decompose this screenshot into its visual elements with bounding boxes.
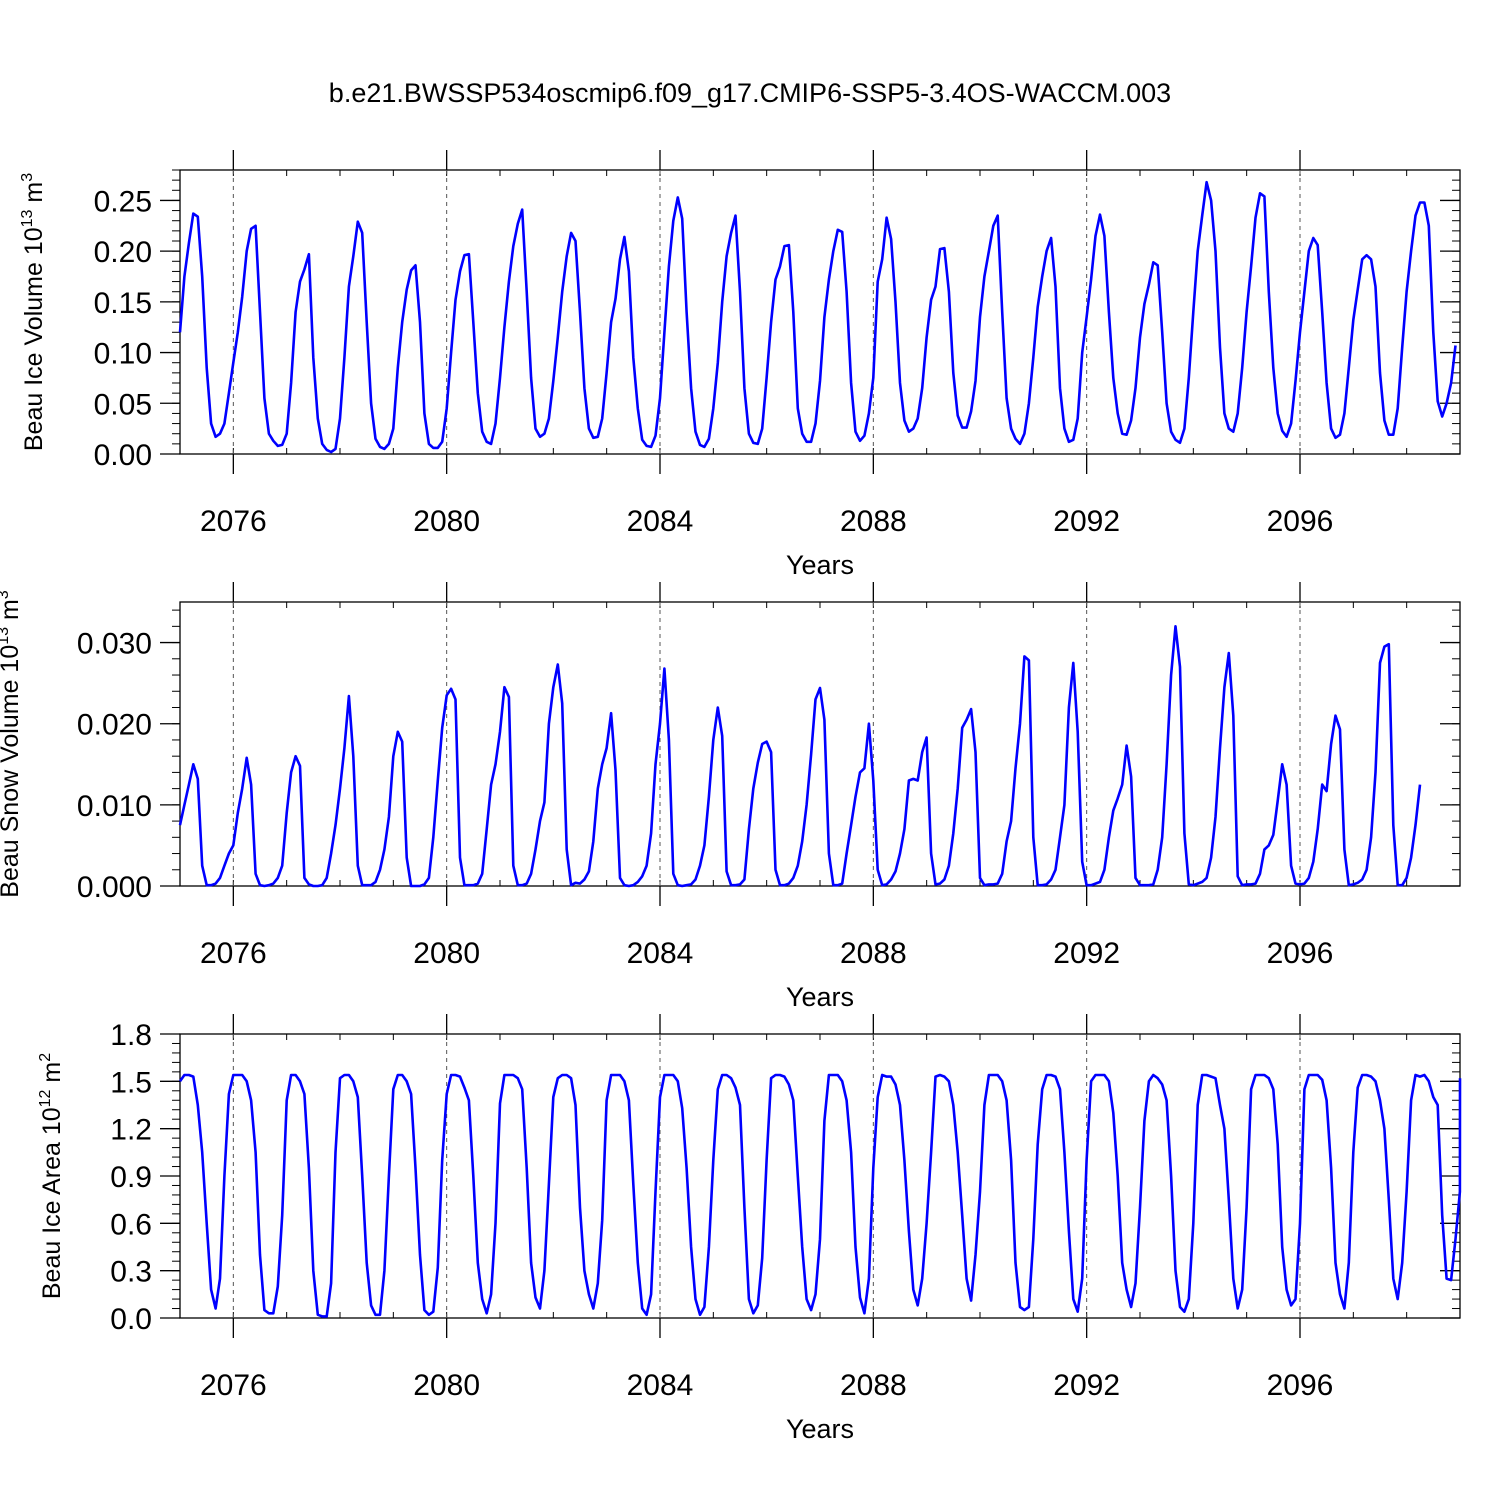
- series-line: [178, 180, 1457, 454]
- y-tick-label: 0.0: [110, 1303, 152, 1336]
- x-tick-label: 2080: [413, 937, 480, 970]
- y-tick-label: 0.10: [94, 338, 152, 371]
- y-tick-label: 1.2: [110, 1114, 152, 1147]
- y-tick-label: 0.05: [94, 388, 152, 421]
- x-tick-label: 2076: [200, 937, 267, 970]
- y-tick-label: 0.15: [94, 287, 152, 320]
- y-axis-label: Beau Ice Volume 1013 m3: [19, 173, 48, 451]
- x-tick-label: 2096: [1267, 937, 1334, 970]
- panel-ice-area: 2076 2080 2084 2088 2092 2096 Years 0.0 0.3 0.6 0.…: [37, 1014, 1462, 1444]
- x-tick-label: 2092: [1053, 1369, 1120, 1402]
- y-tick-label: 0.030: [77, 628, 152, 661]
- x-tick-label: 2076: [200, 505, 267, 538]
- x-tick-label: 2096: [1267, 505, 1334, 538]
- y-tick-label: 0.010: [77, 790, 152, 823]
- y-tick-label: 0.20: [94, 236, 152, 269]
- x-tick-label: 2084: [627, 505, 694, 538]
- x-tick-label: 2088: [840, 505, 907, 538]
- y-tick-label: 0.00: [94, 439, 152, 472]
- x-axis-label: Years: [786, 1414, 854, 1444]
- y-tick-label: 0.9: [110, 1161, 152, 1194]
- panel-ice-volume: 2076 2080 2084 2088 2092 2096 Years 0.00 0.05 0.1…: [19, 150, 1461, 580]
- y-axis-label: Beau Ice Area 1012 m2: [37, 1053, 66, 1299]
- y-tick-label: 0.25: [94, 185, 152, 218]
- y-tick-label: 0.3: [110, 1256, 152, 1289]
- x-tick-label: 2092: [1053, 937, 1120, 970]
- x-tick-label: 2096: [1267, 1369, 1334, 1402]
- y-tick-label: 1.8: [110, 1019, 152, 1052]
- y-tick-label: 1.5: [110, 1066, 152, 1099]
- x-tick-label: 2076: [200, 1369, 267, 1402]
- y-tick-label: 0.6: [110, 1208, 152, 1241]
- x-tick-label: 2088: [840, 1369, 907, 1402]
- x-tick-label: 2084: [627, 1369, 694, 1402]
- x-tick-label: 2092: [1053, 505, 1120, 538]
- series-line: [178, 1073, 1462, 1318]
- panel-snow-volume: 2076 2080 2084 2088 2092 2096 Years 0.000 0.010 0…: [0, 582, 1461, 1012]
- y-tick-label: 0.000: [77, 871, 152, 904]
- series-line: [178, 624, 1422, 888]
- x-tick-label: 2088: [840, 937, 907, 970]
- x-tick-label: 2080: [413, 1369, 480, 1402]
- y-axis-label: Beau Snow Volume 1013 m3: [0, 590, 24, 898]
- plot-frame: [179, 601, 1461, 887]
- x-tick-label: 2080: [413, 505, 480, 538]
- x-tick-label: 2084: [627, 937, 694, 970]
- page-title: b.e21.BWSSP534oscmip6.f09_g17.CMIP6-SSP5…: [328, 78, 1172, 108]
- x-axis-label: Years: [786, 550, 854, 580]
- y-tick-label: 0.020: [77, 709, 152, 742]
- x-axis-label: Years: [786, 982, 854, 1012]
